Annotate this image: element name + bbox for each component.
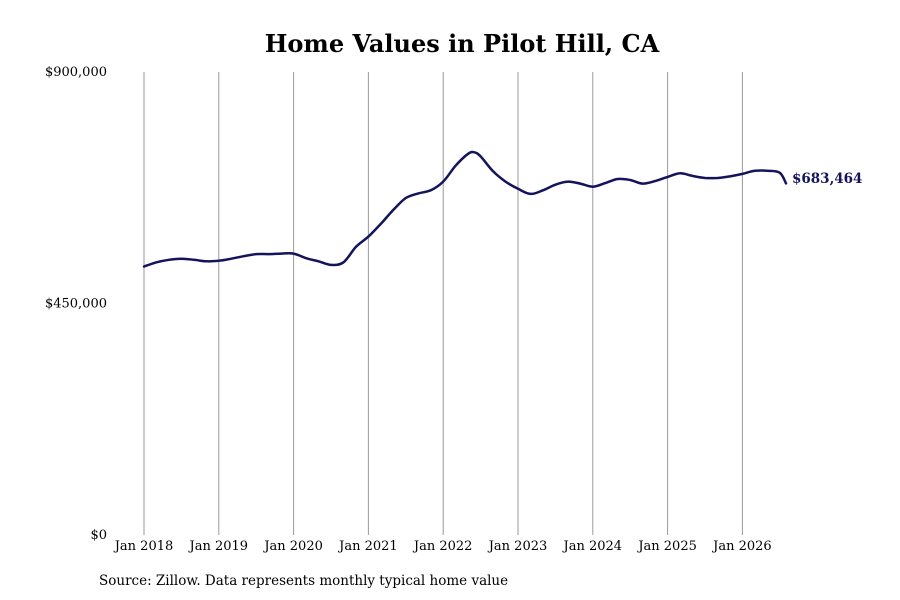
x-tick-label: Jan 2023: [487, 539, 548, 554]
y-axis-ticks: $0 $450,000 $900,000: [45, 65, 107, 543]
x-tick-label: Jan 2024: [562, 539, 623, 554]
series-line-0: [142, 150, 788, 268]
source-note: Source: Zillow. Data represents monthly …: [99, 573, 509, 589]
x-axis-ticks: Jan 2018 Jan 2019 Jan 2020 Jan 2021 Jan 2022…: [113, 539, 772, 554]
x-tick-label: Jan 2026: [711, 539, 772, 554]
x-tick-label: Jan 2020: [262, 539, 323, 554]
chart-title: Home Values in Pilot Hill, CA: [265, 29, 660, 58]
y-tick-label: $900,000: [45, 65, 107, 80]
y-tick-label: $0: [90, 528, 107, 543]
last-value-label: $683,464: [792, 171, 862, 187]
x-tick-label: Jan 2018: [113, 539, 174, 554]
x-tick-label: Jan 2022: [412, 539, 473, 554]
vertical-gridlines: [143, 72, 743, 535]
x-tick-label: Jan 2025: [636, 539, 697, 554]
y-tick-label: $450,000: [45, 297, 107, 312]
series-group: [142, 150, 788, 268]
x-tick-label: Jan 2021: [337, 539, 398, 554]
x-tick-label: Jan 2019: [188, 539, 249, 554]
